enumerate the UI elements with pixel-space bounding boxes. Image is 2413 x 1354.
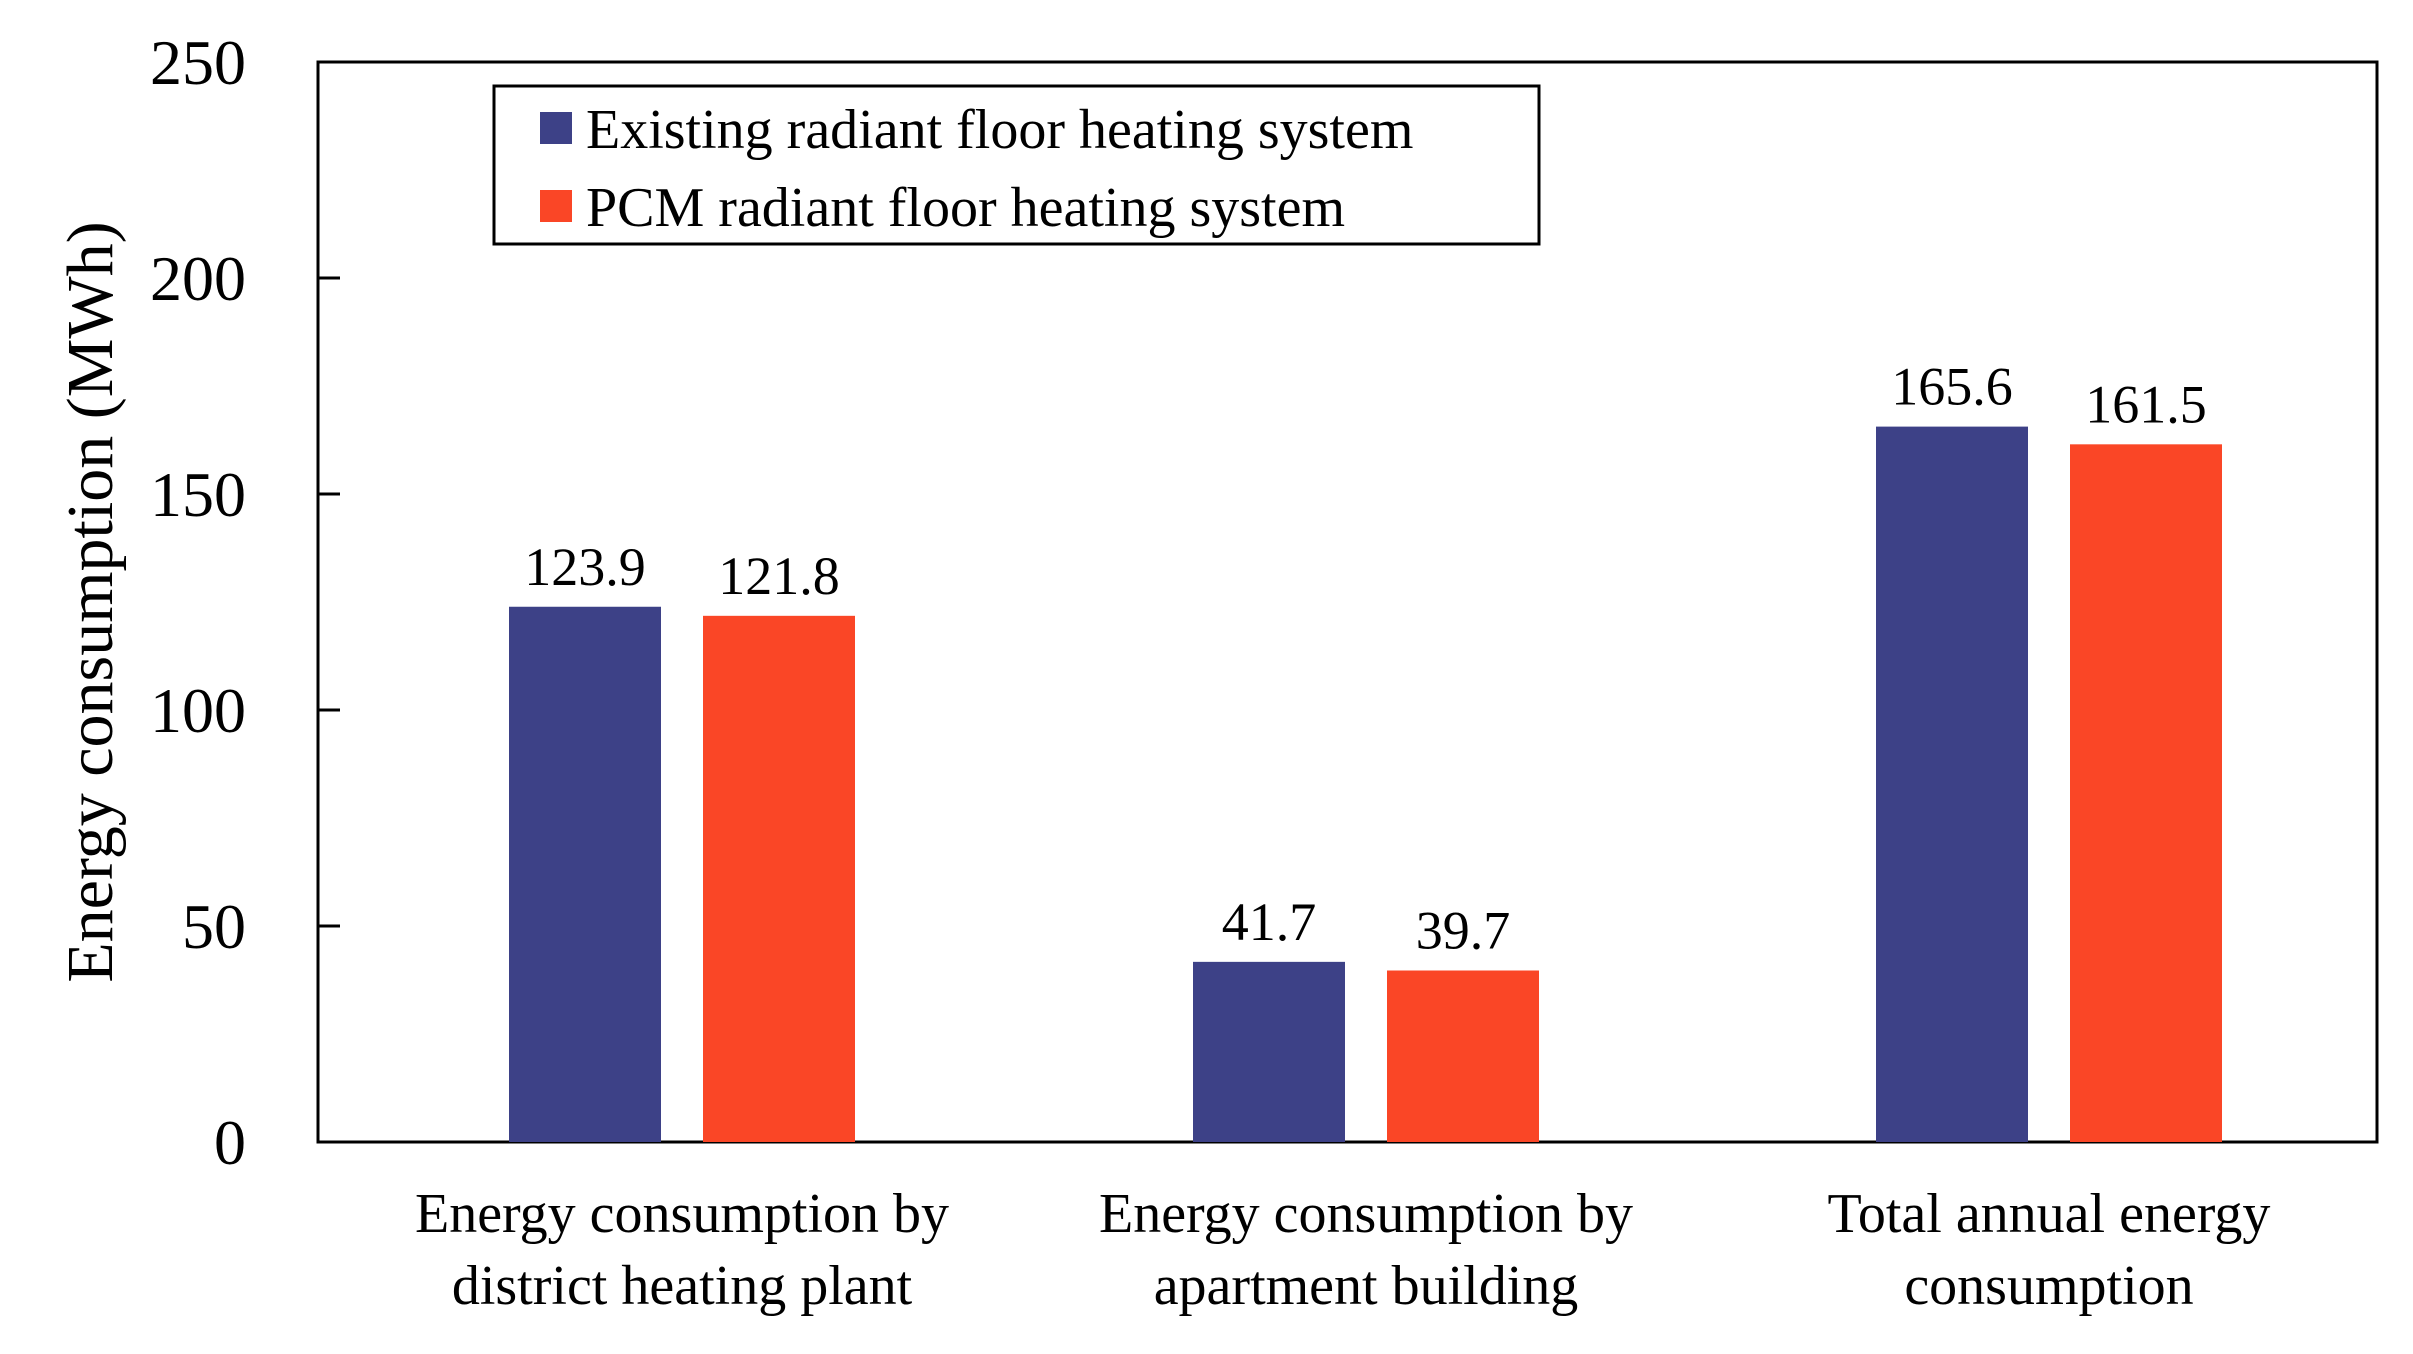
plot-frame — [316, 60, 2379, 1144]
legend-label: Existing radiant floor heating system — [586, 99, 1413, 161]
x-category-label: Energy consumption by — [415, 1183, 949, 1245]
bar — [1387, 970, 1539, 1142]
bar — [2070, 444, 2222, 1142]
bar — [1876, 426, 2028, 1142]
y-tick-label: 100 — [150, 675, 246, 746]
x-category-label: apartment building — [1154, 1255, 1579, 1317]
x-category-label: consumption — [1904, 1255, 2193, 1317]
data-label: 165.6 — [1891, 357, 2013, 417]
x-category-label: Energy consumption by — [1099, 1183, 1633, 1245]
legend: Existing radiant floor heating system PCM… — [492, 84, 1541, 246]
data-label: 41.7 — [1222, 892, 1317, 952]
y-tick-label: 150 — [150, 459, 246, 530]
legend-swatch — [540, 190, 572, 222]
y-tick-label: 0 — [214, 1107, 246, 1178]
data-label: 161.5 — [2085, 374, 2207, 434]
bar — [703, 615, 855, 1142]
data-label: 39.7 — [1416, 900, 1511, 960]
plot-area: 0 50 100 150 200 250 123.9 121.8 Energy consumpt… — [150, 27, 2379, 1317]
legend-label: PCM radiant floor heating system — [586, 177, 1345, 239]
x-category-label: district heating plant — [452, 1255, 913, 1317]
y-tick-label: 200 — [150, 243, 246, 314]
legend-box — [492, 84, 1541, 246]
y-tick-label: 50 — [182, 891, 246, 962]
data-label: 121.8 — [718, 546, 840, 606]
y-axis-title: Energy consumption (MWh) — [54, 221, 127, 982]
x-category-label: Total annual energy — [1828, 1183, 2271, 1245]
y-tick-label: 250 — [150, 27, 246, 98]
bar — [509, 606, 661, 1142]
data-label: 123.9 — [524, 537, 646, 597]
legend-swatch — [540, 112, 572, 144]
bar — [1193, 961, 1345, 1142]
